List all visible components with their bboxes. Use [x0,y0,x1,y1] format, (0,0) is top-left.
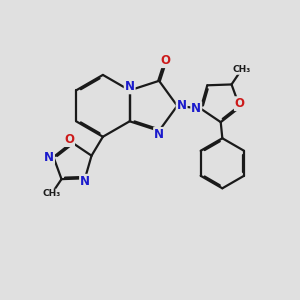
Text: CH₃: CH₃ [232,65,250,74]
Text: O: O [235,97,245,110]
Text: N: N [191,102,201,115]
Text: CH₃: CH₃ [43,189,61,198]
Text: O: O [160,54,171,67]
Text: N: N [177,99,187,112]
Text: N: N [80,175,90,188]
Text: N: N [154,128,164,141]
Text: O: O [64,133,74,146]
Text: N: N [44,151,54,164]
Text: N: N [125,80,135,93]
